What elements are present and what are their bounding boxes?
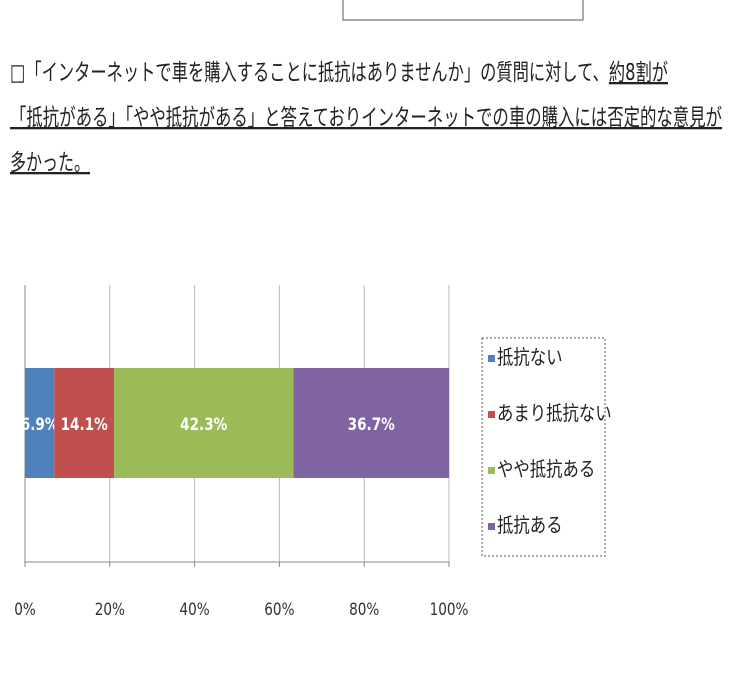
legend-label: 抵抗ない bbox=[497, 347, 563, 370]
legend-swatch bbox=[488, 411, 495, 418]
data-label: 6.9% bbox=[21, 415, 59, 435]
note-segment: 約8割が bbox=[609, 60, 668, 86]
legend-swatch bbox=[488, 467, 495, 474]
note-line: 「抵抗がある」「やや抵抗がある」と答えておりインターネットでの車の購入には否定的… bbox=[10, 105, 722, 131]
bar-segment bbox=[54, 368, 115, 478]
x-tick-label: 60% bbox=[264, 600, 294, 620]
note-line: 多かった。 bbox=[10, 150, 90, 176]
x-tick-label: 0% bbox=[14, 600, 36, 620]
legend-swatch bbox=[488, 355, 495, 362]
bar-segment bbox=[114, 368, 294, 478]
note-segment: 「抵抗がある」「やや抵抗がある」と答えておりインターネットでの車の購入には否定的… bbox=[10, 105, 722, 131]
legend-swatch bbox=[488, 523, 495, 530]
legend-label: やや抵抗ある bbox=[497, 459, 595, 482]
x-tick-label: 80% bbox=[349, 600, 379, 620]
note-line: □「インターネットで車を購入することに抵抗はありませんか」の質問に対して、約8割… bbox=[10, 60, 668, 86]
legend-label: 抵抗ある bbox=[497, 515, 563, 538]
note-segment: □「インターネットで車を購入することに抵抗はありませんか」の質問に対して、 bbox=[10, 60, 609, 86]
legend-box bbox=[481, 337, 606, 557]
x-tick-label: 20% bbox=[95, 600, 125, 620]
x-tick-label: 40% bbox=[179, 600, 209, 620]
top-box bbox=[342, 0, 584, 21]
note-segment: 多かった。 bbox=[10, 150, 90, 176]
bar-segment bbox=[25, 368, 55, 478]
bar-segment bbox=[293, 368, 449, 478]
legend-label: あまり抵抗ない bbox=[497, 403, 612, 426]
data-label: 36.7% bbox=[348, 415, 395, 435]
data-label: 42.3% bbox=[180, 415, 227, 435]
data-label: 14.1% bbox=[61, 415, 108, 435]
x-tick-label: 100% bbox=[430, 600, 469, 620]
